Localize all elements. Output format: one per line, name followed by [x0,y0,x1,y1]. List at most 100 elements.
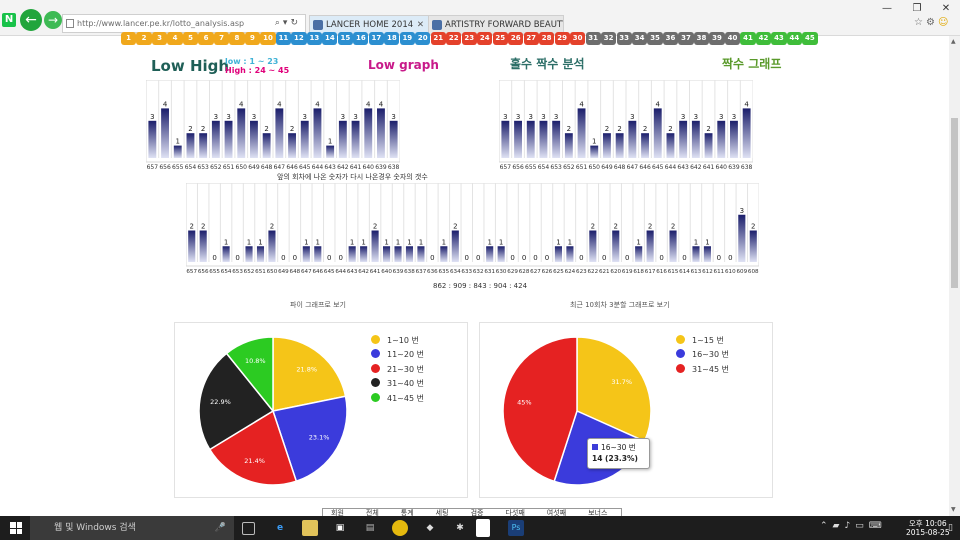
file-explorer-icon[interactable] [302,520,318,536]
bar [566,246,574,262]
system-tray[interactable]: ⌃▰♪▭⌨ [820,521,887,531]
notification-icon[interactable]: ▯ [948,523,953,533]
low-graph-title: Low graph [368,58,439,72]
scroll-thumb[interactable] [951,118,958,288]
legend-item[interactable]: 41~45 번 [371,392,424,407]
maximize-button[interactable]: ❐ [912,3,922,14]
bar-category-label: 652 [244,269,255,275]
address-bar[interactable]: http://www.lancer.pe.kr/lotto_analysis.a… [62,14,306,33]
bar-value-label: 2 [614,223,618,231]
subnav-item[interactable]: 보너스 [588,509,608,517]
back-button[interactable]: ← [20,9,42,31]
settings-app-icon[interactable]: ✱ [456,523,464,533]
scroll-down-icon[interactable]: ▼ [951,506,956,513]
subnav-item[interactable]: 검증 [470,509,484,517]
windows-start-icon[interactable] [10,522,22,534]
clock-time: 오후 10:06 [908,519,947,528]
microphone-icon[interactable]: 🎤 [214,523,226,533]
edge-icon[interactable]: e [276,523,284,533]
pie-slice [225,336,274,414]
printer-app-icon[interactable]: ▤ [365,523,375,533]
store-icon[interactable]: ▣ [335,523,345,533]
bar-category-label: 626 [542,269,553,275]
address-tools[interactable]: ⌕▾↻ [274,18,301,28]
legend-item[interactable]: 16~30 번 [676,349,729,363]
vertical-scrollbar[interactable]: ▲ ▼ [949,36,960,516]
legend-dot-icon [371,349,380,359]
legend-item[interactable]: 31~45 번 [676,363,729,378]
tooltip-label: 16~30 번 [601,443,636,452]
bar-value-label: 0 [327,254,331,262]
forward-button[interactable]: → [44,11,62,29]
taskbar-search[interactable]: 웹 및 Windows 검색 🎤 [30,516,234,540]
document-app-icon[interactable] [476,519,490,537]
bar [199,230,207,262]
bar-category-label: 627 [530,269,541,275]
bar-category-label: 632 [473,269,484,275]
legend-label: 11~20 번 [387,350,424,360]
naver-icon[interactable]: N [2,13,16,27]
bar-value-label: 2 [270,223,274,231]
lotto-number-ball: 42 [755,32,772,45]
repeat-caption: 앞의 회차에 나온 숫자가 다시 나온경우 숫자의 갯수 [277,173,428,181]
subnav-item[interactable]: 세팅 [435,509,449,517]
legend-item[interactable]: 1~15 번 [676,335,729,349]
bar [679,120,688,158]
bar [590,145,599,158]
subnav-item[interactable]: 회원 [331,509,344,517]
subnav-item[interactable]: 다섯째 [505,509,525,517]
task-view-icon[interactable] [242,522,255,535]
pie-slice [208,409,298,486]
bar-value-label: 0 [338,254,342,262]
tool-app-icon[interactable]: ◆ [426,523,434,533]
legend-item[interactable]: 1~10 번 [371,335,424,349]
favorites-star-icon[interactable]: ☆ [914,17,926,28]
bar [173,145,182,158]
pie-slice [272,336,347,412]
tab-label: LANCER HOME 2014 [326,20,414,30]
lotto-number-ball: 15 [337,32,353,45]
legend-item[interactable]: 11~20 번 [371,349,424,363]
bar-category-label: 651 [255,269,266,275]
subnav-item[interactable]: 통계 [400,509,414,517]
legend-dot-icon [371,378,380,388]
bar [730,120,738,158]
bar-category-label: 640 [363,164,375,171]
bar [526,120,535,158]
scroll-up-icon[interactable]: ▲ [951,38,956,45]
even-graph-title: 짝수 그래프 [722,57,782,71]
bar-category-label: 647 [274,164,286,171]
bar [417,246,425,262]
pie-slice-label: 21.8% [296,366,317,374]
photoshop-icon[interactable]: Ps [508,520,524,536]
chrome-icon[interactable] [392,520,408,536]
bar-value-label: 3 [214,113,218,121]
bar-value-label: 4 [579,100,584,108]
close-window-button[interactable]: ✕ [941,3,951,14]
bar [382,246,391,262]
pie-slice-label: 45% [517,399,531,407]
bar-category-label: 654 [185,164,197,171]
legend-item[interactable]: 21~30 번 [371,363,424,378]
subnav-item[interactable]: 전체 [365,509,379,517]
bar-value-label: 2 [671,223,675,231]
bar-value-label: 1 [592,138,596,146]
lotto-number-ball: 35 [647,32,663,45]
pie1-title: 파이 그래프로 보기 [290,301,346,309]
taskbar-clock[interactable]: 오후 10:06 2015-08-25 [906,519,950,537]
close-tab-icon[interactable]: ✕ [416,20,424,30]
bar-category-label: 611 [714,269,725,275]
lotto-number-ball: 24 [477,32,493,45]
feedback-smiley-icon[interactable]: ☺ [937,17,952,28]
settings-gear-icon[interactable]: ⚙ [925,17,938,28]
bar-category-label: 640 [716,164,728,171]
bar [245,246,253,262]
lotto-number-ball: 36 [662,32,679,45]
bar-category-label: 645 [652,164,664,171]
odd-even-title: 홀수 짝수 분석 [510,57,585,71]
browser-tools[interactable]: ☆⚙☺ [914,17,951,28]
legend-item[interactable]: 31~40 번 [371,378,424,392]
range-pie-chart: 21.8% 23.1% 21.4% 22.9% 10.8% [198,336,348,486]
minimize-button[interactable]: — [882,3,892,14]
subnav-item[interactable]: 여섯째 [546,509,567,517]
